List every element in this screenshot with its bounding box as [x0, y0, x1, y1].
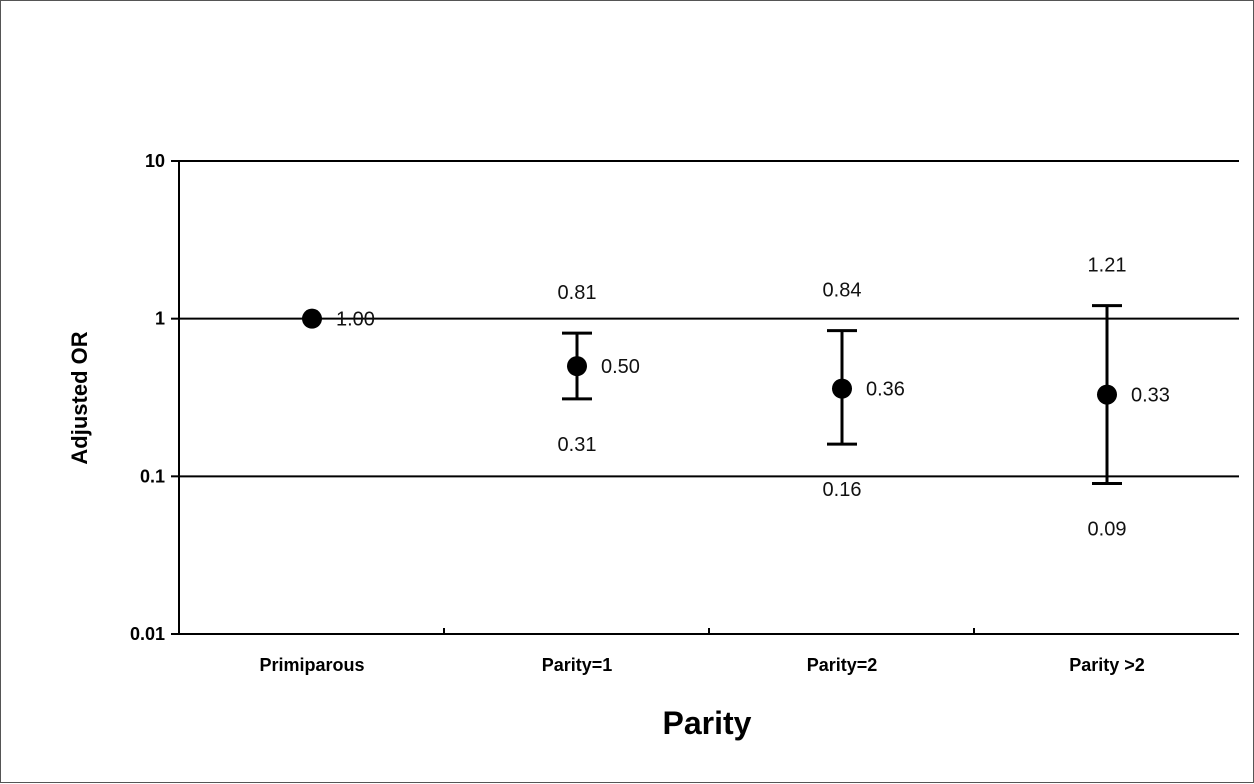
x-tick-label: Parity=1 [542, 655, 613, 675]
point-value-label: 0.50 [601, 356, 640, 378]
upper-ci-label: 0.81 [558, 282, 597, 304]
point-value-label: 0.33 [1131, 385, 1170, 407]
y-tick-label: 0.01 [130, 624, 165, 644]
axis-layer: 10 1 0.1 0.01 Primiparous Parity=1 Parity=2 Par… [130, 151, 1239, 675]
point-value-label: 1.00 [336, 309, 375, 331]
point-value-label: 0.36 [866, 379, 905, 401]
x-tick-label: Parity=2 [807, 655, 878, 675]
data-point [567, 356, 587, 377]
data-point [302, 308, 322, 329]
y-tick-label: 0.1 [140, 466, 165, 486]
lower-ci-label: 0.31 [558, 434, 597, 456]
y-axis-title: Adjusted OR [67, 331, 92, 464]
x-tick-label: Primiparous [259, 655, 364, 675]
x-axis-title: Parity [663, 705, 752, 741]
y-tick-label: 10 [145, 151, 165, 171]
lower-ci-label: 0.16 [823, 479, 862, 501]
grid-layer [179, 317, 1239, 478]
lower-ci-label: 0.09 [1088, 519, 1127, 541]
y-tick-label: 1 [155, 309, 165, 329]
x-tick-label: Parity >2 [1069, 655, 1145, 675]
data-point [1097, 384, 1117, 405]
upper-ci-label: 0.84 [823, 280, 862, 302]
data-point [832, 378, 852, 399]
label-layer: 1.00 0.81 0.31 0.50 0.84 0.16 0.36 1.21 0.09 0.33 [336, 255, 1170, 541]
upper-ci-label: 1.21 [1088, 255, 1127, 277]
point-layer [302, 308, 1117, 405]
